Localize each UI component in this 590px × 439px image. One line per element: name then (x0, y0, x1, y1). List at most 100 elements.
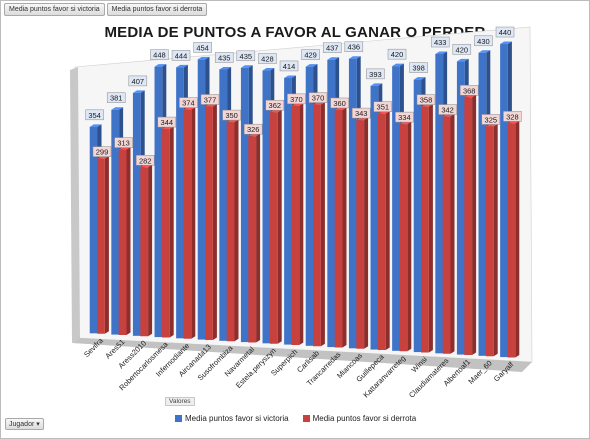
bar-victoria-11-label-box (322, 42, 342, 53)
field-tabs: Media puntos favor si victoria Media pun… (4, 3, 208, 16)
bar-derrota-9 (291, 105, 300, 346)
bar-victoria-1-label: 381 (110, 94, 123, 103)
bar-derrota-4-label: 374 (182, 99, 195, 108)
tab-derrota[interactable]: Media puntos favor si derrota (106, 3, 208, 16)
bar-derrota-3-label-box (157, 116, 177, 128)
bar-victoria-13-label: 393 (369, 70, 382, 79)
bar-victoria-8 (262, 70, 271, 344)
bar-victoria-3-label: 448 (153, 51, 166, 60)
dropdown-arrow-icon: ▾ (36, 421, 40, 428)
bar-victoria-7-label-box (236, 50, 256, 62)
bar-derrota-3-label: 344 (161, 118, 174, 127)
bar-victoria-12-label-box (344, 41, 364, 52)
bar-victoria-7-label: 435 (240, 52, 253, 61)
jugador-filter-button[interactable]: Jugador ▾ (5, 418, 44, 430)
bar-victoria-14-top (392, 63, 404, 67)
bar-derrota-19-side (515, 120, 520, 358)
bar-derrota-16-label: 342 (441, 106, 454, 115)
bar-victoria-17 (456, 61, 465, 355)
bar-victoria-10-label: 429 (304, 51, 317, 60)
bar-victoria-4-label-box (171, 50, 191, 61)
bar-derrota-15-label: 358 (420, 96, 433, 105)
legend-swatch-derrota (302, 415, 310, 422)
bar-victoria-16-label-box (430, 36, 450, 48)
bar-derrota-9-side (299, 103, 304, 346)
bar-victoria-5 (197, 59, 206, 340)
bar-derrota-2-label-box (135, 155, 155, 166)
bar-derrota-14-side (407, 121, 412, 352)
bar-victoria-14-label-box (387, 48, 407, 60)
bar-victoria-14 (392, 66, 400, 351)
bar-derrota-1 (118, 149, 127, 336)
bar-victoria-0-label-box (85, 109, 104, 121)
bar-victoria-6-label: 435 (218, 53, 231, 62)
bar-victoria-4 (176, 67, 184, 339)
bar-derrota-6-side (234, 119, 239, 342)
bar-victoria-10-label-box (301, 49, 320, 60)
bar-derrota-15 (421, 106, 429, 353)
bar-victoria-9-label-box (279, 60, 299, 72)
bar-derrota-14-label: 334 (398, 113, 411, 122)
chart-labels: 354 299 381 313 407 282 448 344 444 374 454 377 435 3… (85, 26, 522, 166)
bar-derrota-9-label-box (287, 93, 306, 105)
bar-victoria-19 (500, 44, 508, 358)
bar-victoria-5-label-box (193, 42, 212, 53)
bar-victoria-2-label: 407 (132, 77, 145, 86)
tab-victoria[interactable]: Media puntos favor si victoria (4, 3, 105, 16)
bar-victoria-12 (348, 58, 357, 349)
axis-title[interactable]: Valores (165, 397, 195, 406)
bar-victoria-3 (154, 66, 163, 338)
bar-derrota-7-side (256, 133, 261, 343)
bar-victoria-15 (413, 79, 422, 353)
bar-derrota-1-label: 313 (117, 139, 130, 148)
bar-victoria-11-top (327, 57, 340, 60)
bar-victoria-2-top (132, 90, 145, 93)
bar-victoria-1-top (111, 107, 124, 110)
legend-swatch-victoria (175, 415, 182, 422)
bar-victoria-19-top (500, 41, 512, 45)
chart-bars (89, 41, 520, 358)
side-wall (70, 67, 80, 343)
bar-victoria-18 (478, 52, 487, 356)
bar-victoria-11 (327, 59, 336, 348)
bar-derrota-12-label-box (351, 107, 371, 119)
bar-derrota-18-label: 325 (485, 115, 498, 124)
bar-derrota-11-label-box (330, 97, 349, 109)
bar-victoria-4-top (176, 64, 188, 68)
bar-derrota-6-label: 350 (225, 111, 238, 120)
legend-item-victoria[interactable]: Media puntos favor si victoria (175, 414, 289, 423)
bar-derrota-11-label: 360 (333, 99, 346, 108)
bar-victoria-7 (240, 67, 249, 343)
bar-victoria-16 (435, 54, 444, 354)
bar-victoria-3-top (154, 64, 167, 67)
bar-victoria-6 (219, 69, 228, 341)
bar-derrota-8-label-box (265, 99, 285, 111)
bar-victoria-15-label-box (409, 62, 428, 73)
bar-victoria-18-label: 430 (477, 37, 490, 46)
bar-victoria-8-top (262, 68, 275, 71)
bar-victoria-15-label: 398 (412, 64, 425, 73)
bar-victoria-17-label: 420 (456, 45, 469, 54)
bar-derrota-13 (377, 113, 386, 351)
bar-victoria-3-label-box (150, 49, 169, 60)
bar-victoria-18-top (478, 50, 491, 53)
legend-item-derrota[interactable]: Media puntos favor si derrota (302, 414, 416, 423)
bar-derrota-4-side (191, 107, 196, 339)
bar-derrota-5-side (212, 103, 217, 341)
bar-victoria-13-label-box (366, 68, 385, 80)
bar-derrota-19 (507, 123, 516, 358)
bar-victoria-0 (89, 126, 98, 334)
bar-victoria-4-label: 444 (175, 51, 188, 60)
bar-derrota-16-label-box (438, 104, 457, 115)
bar-derrota-13-side (385, 111, 390, 351)
bar-derrota-1-side (126, 147, 131, 336)
bar-derrota-7-label-box (243, 123, 263, 135)
bar-derrota-3 (161, 129, 170, 338)
bar-derrota-19-label-box (503, 111, 522, 122)
bar-victoria-9 (284, 77, 292, 345)
bar-derrota-10-label-box (308, 92, 328, 103)
bar-derrota-4-label-box (179, 97, 198, 108)
bar-derrota-10-label: 370 (312, 94, 325, 103)
bar-victoria-11-label: 437 (326, 44, 339, 53)
